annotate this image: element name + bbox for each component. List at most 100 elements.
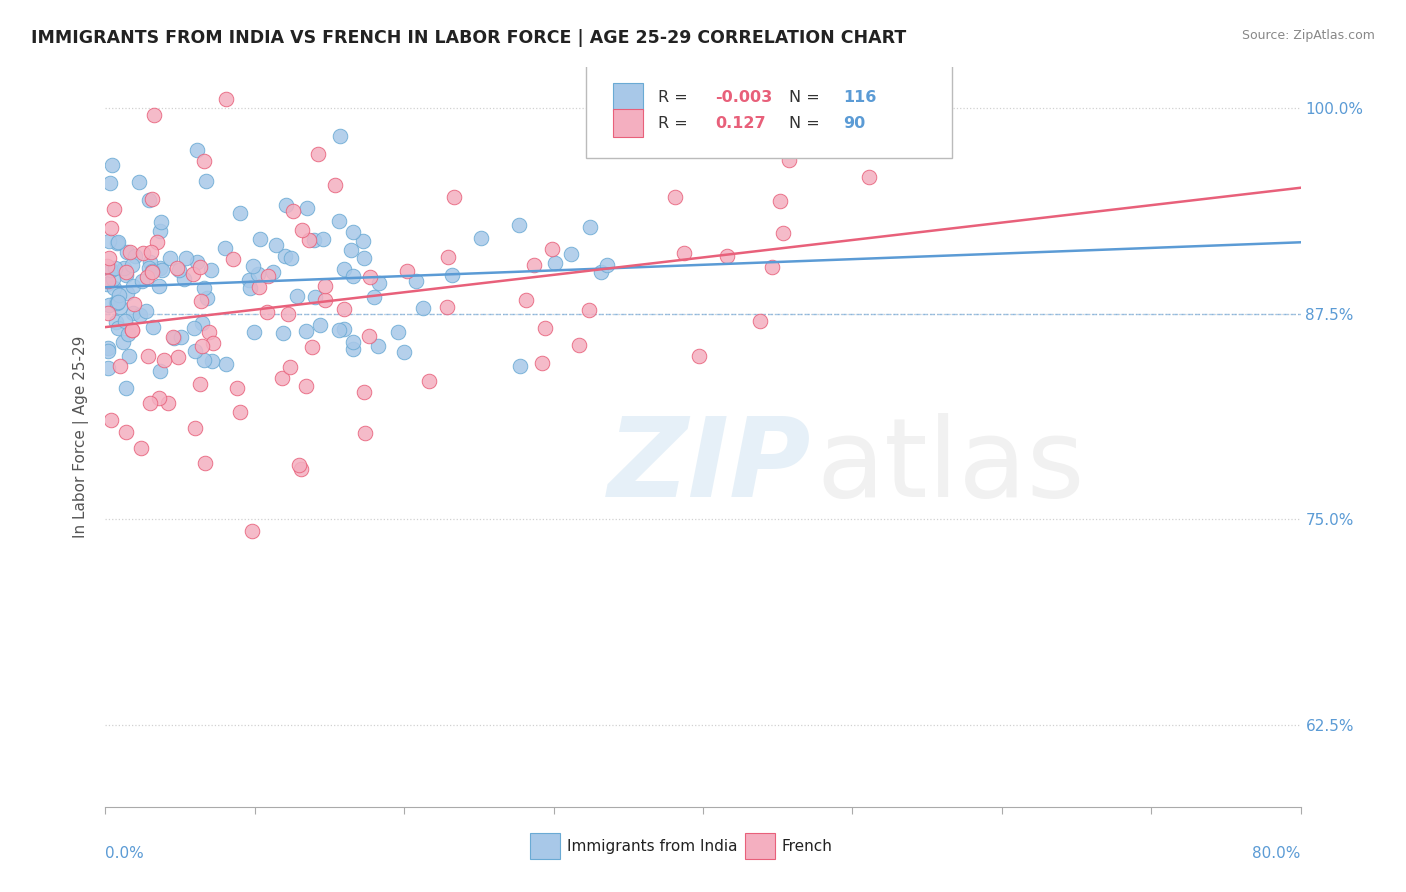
Point [673, 246, 696, 260]
Point [122, 297, 145, 311]
Point [174, 252, 197, 266]
Point [104, 315, 127, 329]
Point [256, 305, 278, 319]
Point [436, 250, 458, 264]
Point [508, 219, 530, 233]
Point [443, 190, 465, 204]
Point [256, 268, 278, 283]
Point [368, 277, 391, 291]
Point [183, 321, 205, 335]
Point [96, 277, 118, 291]
Point [114, 425, 136, 439]
Point [359, 269, 381, 284]
Point [772, 227, 794, 241]
Point [295, 379, 318, 393]
Point [108, 300, 131, 314]
Point [152, 353, 174, 368]
Point [107, 295, 129, 310]
Point [262, 265, 284, 279]
Point [148, 279, 170, 293]
Point [148, 391, 170, 405]
Point [271, 326, 294, 341]
Point [166, 350, 188, 364]
Point [436, 300, 458, 314]
Text: N =: N = [789, 116, 820, 130]
Point [515, 293, 537, 307]
Point [143, 108, 166, 122]
Point [142, 319, 165, 334]
Point [328, 214, 350, 228]
Point [163, 331, 186, 345]
Point [138, 260, 160, 275]
Point [97, 251, 120, 265]
Point [541, 242, 564, 256]
Point [274, 198, 297, 212]
Point [363, 290, 385, 304]
Point [173, 272, 195, 286]
Point [97, 344, 120, 359]
Point [162, 330, 184, 344]
Y-axis label: In Labor Force | Age 25-29: In Labor Force | Age 25-29 [73, 336, 90, 538]
Point [186, 144, 208, 158]
Text: Source: ZipAtlas.com: Source: ZipAtlas.com [1241, 29, 1375, 42]
Point [191, 339, 214, 353]
Point [285, 289, 308, 303]
Point [121, 258, 143, 272]
Point [103, 202, 125, 216]
Point [121, 278, 143, 293]
Text: ZIP: ZIP [607, 413, 811, 520]
Point [195, 174, 218, 188]
Point [367, 339, 389, 353]
Point [222, 252, 245, 266]
Point [418, 374, 440, 388]
Point [150, 263, 173, 277]
Point [96, 361, 118, 376]
Text: French: French [782, 838, 832, 854]
Point [136, 349, 159, 363]
Text: 116: 116 [842, 90, 876, 104]
Point [353, 385, 375, 400]
Point [312, 232, 335, 246]
Point [301, 340, 323, 354]
Point [115, 285, 138, 300]
Point [170, 330, 193, 344]
Point [247, 279, 270, 293]
Point [778, 153, 800, 167]
Point [290, 462, 312, 476]
Point [229, 206, 252, 220]
Point [716, 249, 738, 263]
Point [332, 321, 354, 335]
Bar [530, 833, 560, 859]
Point [107, 294, 129, 309]
Point [100, 413, 122, 427]
Point [579, 219, 602, 234]
Point [353, 252, 375, 266]
Point [141, 264, 163, 278]
Point [166, 260, 188, 275]
Text: Immigrants from India: Immigrants from India [567, 838, 737, 854]
Point [115, 381, 138, 395]
Point [139, 245, 162, 260]
Point [238, 273, 260, 287]
Bar [613, 83, 644, 112]
Point [141, 192, 163, 206]
Point [278, 359, 301, 374]
Text: 90: 90 [842, 116, 865, 130]
Point [229, 405, 252, 419]
Point [118, 349, 141, 363]
Point [392, 344, 415, 359]
Point [190, 376, 212, 391]
Point [197, 325, 219, 339]
Point [329, 129, 352, 144]
Point [304, 290, 326, 304]
Point [509, 359, 531, 374]
Point [295, 201, 318, 215]
Point [328, 323, 350, 337]
Point [323, 178, 346, 192]
Point [107, 320, 129, 334]
Point [131, 442, 153, 456]
Point [274, 249, 297, 263]
Point [139, 255, 162, 269]
Point [115, 268, 138, 282]
Point [354, 426, 377, 441]
